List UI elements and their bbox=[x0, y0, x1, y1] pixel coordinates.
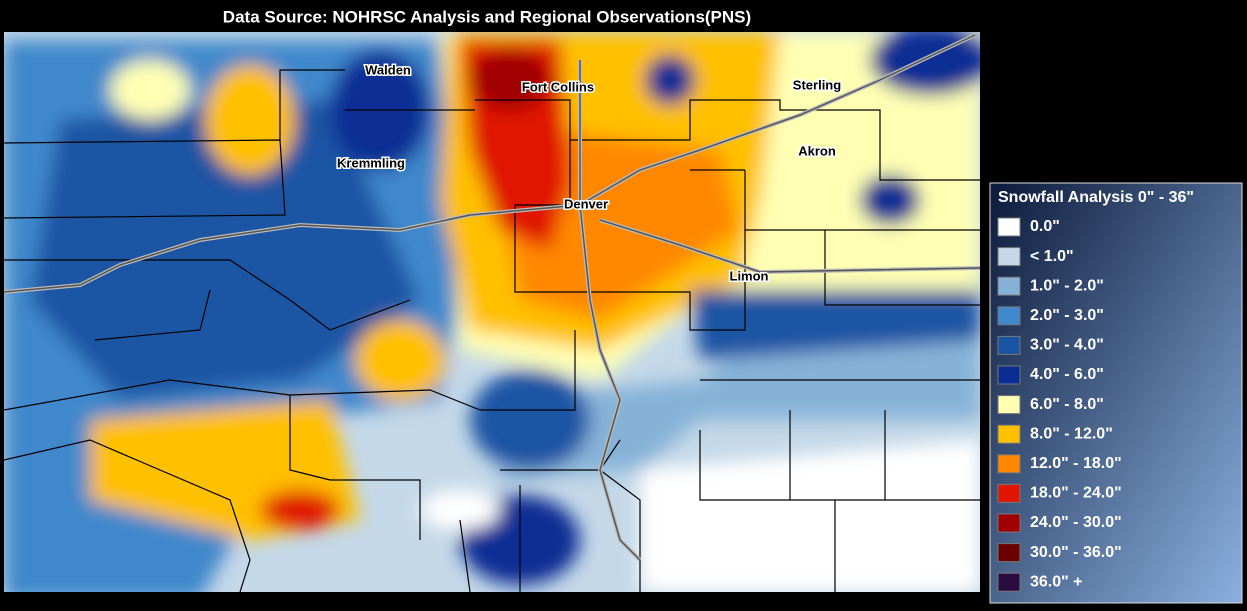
legend-label: 24.0" - 30.0" bbox=[1030, 514, 1122, 531]
legend-swatch bbox=[997, 365, 1021, 385]
legend-label: 36.0" + bbox=[1030, 573, 1083, 590]
legend-items: 0.0" < 1.0" 1.0" - 2.0" 2.0" - 3.0" 3.0" - 4… bbox=[997, 217, 1122, 592]
legend-swatch bbox=[997, 276, 1021, 296]
legend-swatch bbox=[997, 306, 1021, 326]
city-label: Limon bbox=[730, 268, 769, 283]
legend-swatch bbox=[997, 454, 1021, 474]
legend-swatch bbox=[997, 395, 1021, 415]
map-title: Data Source: NOHRSC Analysis and Regiona… bbox=[223, 7, 751, 26]
legend-label: 8.0" - 12.0" bbox=[1030, 425, 1113, 442]
snowfall-map: Walden Fort Collins Sterling Kremmling A… bbox=[4, 32, 980, 592]
legend-panel bbox=[989, 182, 1243, 604]
legend-title: Snowfall Analysis 0" - 36" bbox=[998, 189, 1194, 206]
legend-swatch bbox=[997, 217, 1021, 237]
city-label: Fort Collins bbox=[522, 79, 594, 94]
city-label: Sterling bbox=[793, 77, 841, 92]
legend-swatch bbox=[997, 247, 1021, 267]
legend-label: 18.0" - 24.0" bbox=[1030, 485, 1122, 502]
legend-swatch bbox=[997, 543, 1021, 563]
legend-swatch bbox=[997, 572, 1021, 592]
legend-swatch bbox=[997, 513, 1021, 533]
legend-swatch bbox=[997, 483, 1021, 503]
city-label: Akron bbox=[798, 143, 836, 158]
highway-cores bbox=[4, 34, 980, 561]
city-label: Walden bbox=[365, 62, 411, 77]
city-label: Denver bbox=[564, 196, 608, 211]
legend-label: < 1.0" bbox=[1030, 248, 1074, 265]
legend-label: 12.0" - 18.0" bbox=[1030, 455, 1122, 472]
legend-label: 3.0" - 4.0" bbox=[1030, 337, 1104, 354]
legend-label: 4.0" - 6.0" bbox=[1030, 366, 1104, 383]
legend-swatch bbox=[997, 424, 1021, 444]
legend-swatch bbox=[997, 335, 1021, 355]
legend-label: 0.0" bbox=[1030, 218, 1060, 235]
legend-label: 6.0" - 8.0" bbox=[1030, 396, 1104, 413]
legend-label: 2.0" - 3.0" bbox=[1030, 307, 1104, 324]
legend-label: 1.0" - 2.0" bbox=[1030, 277, 1104, 294]
city-label: Kremmling bbox=[337, 155, 405, 170]
legend-label: 30.0" - 36.0" bbox=[1030, 544, 1122, 561]
